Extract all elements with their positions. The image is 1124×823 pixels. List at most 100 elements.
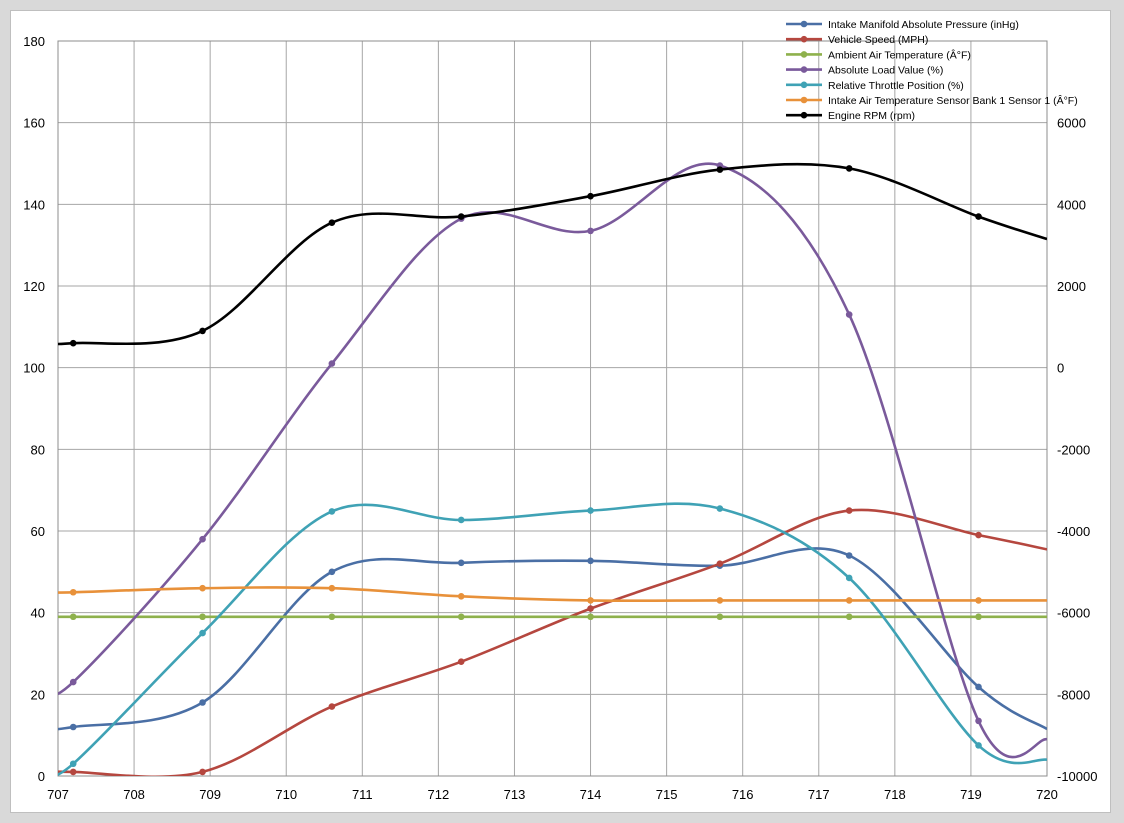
chart-frame: 0 20 40 60 80 100 120 140 160 180 -10000 -8000 -600… bbox=[10, 10, 1111, 813]
data-point bbox=[199, 584, 206, 592]
right-axis-tick-label: -4000 bbox=[1057, 524, 1090, 539]
data-point bbox=[69, 339, 77, 347]
legend-item: Absolute Load Value (%) bbox=[786, 65, 943, 77]
data-point bbox=[328, 219, 336, 227]
data-point bbox=[587, 227, 594, 235]
x-axis-tick-label: 718 bbox=[884, 787, 906, 802]
x-axis-tick-label: 711 bbox=[352, 787, 373, 802]
x-axis-tick-label: 707 bbox=[47, 787, 69, 802]
data-point bbox=[69, 760, 77, 768]
right-axis-tick-label: 2000 bbox=[1057, 279, 1086, 294]
data-point bbox=[716, 597, 724, 604]
x-axis-tick-label: 712 bbox=[428, 787, 450, 802]
right-axis-tick-label: 4000 bbox=[1057, 197, 1086, 212]
legend-item: Intake Manifold Absolute Pressure (inHg) bbox=[786, 19, 1019, 31]
x-axis-tick-label: 719 bbox=[960, 787, 982, 802]
series-layer bbox=[58, 162, 1047, 776]
x-axis-tick-label: 708 bbox=[123, 787, 145, 802]
data-point bbox=[69, 723, 77, 731]
data-point bbox=[845, 597, 853, 604]
left-axis-tick-label: 160 bbox=[23, 116, 45, 131]
data-point bbox=[716, 560, 724, 567]
data-point bbox=[69, 678, 77, 686]
x-axis-tick-label: 720 bbox=[1036, 787, 1058, 802]
series-line bbox=[58, 586, 1047, 603]
left-axis-tick-label: 140 bbox=[23, 197, 45, 212]
data-point bbox=[587, 597, 594, 604]
left-axis-tick-label: 40 bbox=[31, 606, 45, 621]
legend-label: Intake Manifold Absolute Pressure (inHg) bbox=[828, 19, 1019, 31]
left-axis-tick-label: 0 bbox=[38, 769, 45, 784]
legend-swatch-marker bbox=[800, 20, 808, 28]
right-axis-tick-label: -8000 bbox=[1057, 687, 1090, 702]
data-point bbox=[199, 768, 206, 776]
series-6 bbox=[58, 162, 1047, 347]
data-point bbox=[328, 568, 336, 576]
left-axis-tick-label: 60 bbox=[31, 524, 45, 539]
data-point bbox=[69, 613, 77, 621]
legend-item: Relative Throttle Position (%) bbox=[786, 80, 964, 92]
data-point bbox=[328, 703, 336, 710]
legend-item: Intake Air Temperature Sensor Bank 1 Sen… bbox=[786, 94, 1078, 107]
left-axis-tick-label: 120 bbox=[23, 279, 45, 294]
series-3 bbox=[58, 162, 1047, 759]
left-axis-tick-label: 180 bbox=[23, 34, 45, 49]
data-point bbox=[975, 717, 982, 725]
x-axis-tick-label: 717 bbox=[808, 787, 830, 802]
data-point bbox=[845, 574, 853, 582]
legend-label: Engine RPM (rpm) bbox=[828, 110, 915, 122]
data-point bbox=[69, 768, 77, 776]
right-axis-tick-label: -2000 bbox=[1057, 442, 1090, 457]
right-axis-tick-label: -10000 bbox=[1057, 769, 1097, 784]
right-axis-tick-label: -6000 bbox=[1057, 606, 1090, 621]
legend-item: Engine RPM (rpm) bbox=[786, 110, 915, 122]
data-point bbox=[975, 597, 982, 604]
legend-label: Vehicle Speed (MPH) bbox=[828, 34, 928, 46]
legend: Intake Manifold Absolute Pressure (inHg)… bbox=[786, 19, 1078, 122]
data-point bbox=[845, 311, 853, 318]
data-point bbox=[457, 613, 465, 621]
legend-item: Ambient Air Temperature (Â°F) bbox=[786, 48, 971, 61]
data-point bbox=[457, 593, 465, 600]
data-point bbox=[69, 588, 77, 596]
series-2 bbox=[58, 613, 1047, 621]
series-1 bbox=[58, 507, 1047, 776]
data-point bbox=[845, 165, 853, 172]
legend-swatch-marker bbox=[800, 96, 808, 104]
grid-lines bbox=[57, 40, 1048, 777]
data-point bbox=[457, 559, 465, 567]
data-point bbox=[975, 213, 982, 220]
legend-label: Ambient Air Temperature (Â°F) bbox=[828, 48, 971, 61]
data-point bbox=[328, 508, 336, 515]
series-4 bbox=[58, 502, 1047, 776]
data-point bbox=[587, 613, 594, 621]
data-point bbox=[975, 613, 982, 621]
right-axis-tick-label: 6000 bbox=[1057, 116, 1086, 131]
data-point bbox=[199, 699, 206, 706]
data-point bbox=[845, 507, 853, 514]
left-y-axis-ticks: 0 20 40 60 80 100 120 140 160 180 bbox=[23, 34, 45, 784]
legend-label: Absolute Load Value (%) bbox=[828, 65, 943, 77]
left-axis-tick-label: 80 bbox=[31, 442, 45, 457]
series-line bbox=[58, 502, 1047, 776]
data-point bbox=[845, 552, 853, 559]
series-line bbox=[58, 508, 1047, 776]
legend-label: Relative Throttle Position (%) bbox=[828, 80, 964, 92]
legend-swatch-marker bbox=[800, 81, 808, 89]
data-point bbox=[328, 360, 336, 367]
x-axis-tick-label: 715 bbox=[656, 787, 678, 802]
data-point bbox=[716, 166, 724, 173]
plot-area-border bbox=[57, 40, 1048, 777]
data-point bbox=[587, 192, 594, 200]
series-0 bbox=[58, 547, 1047, 731]
left-axis-tick-label: 100 bbox=[23, 361, 45, 376]
series-line bbox=[58, 162, 1047, 759]
data-point bbox=[975, 683, 982, 691]
legend-swatch-marker bbox=[800, 111, 808, 119]
data-point bbox=[587, 507, 594, 514]
right-y-axis-ticks: -10000 -8000 -6000 -4000 -2000 0 2000 4000 6000 bbox=[1057, 116, 1097, 784]
data-point bbox=[587, 605, 594, 612]
legend-item: Vehicle Speed (MPH) bbox=[786, 34, 928, 46]
x-axis-tick-label: 709 bbox=[199, 787, 221, 802]
right-axis-tick-label: 0 bbox=[1057, 361, 1064, 376]
